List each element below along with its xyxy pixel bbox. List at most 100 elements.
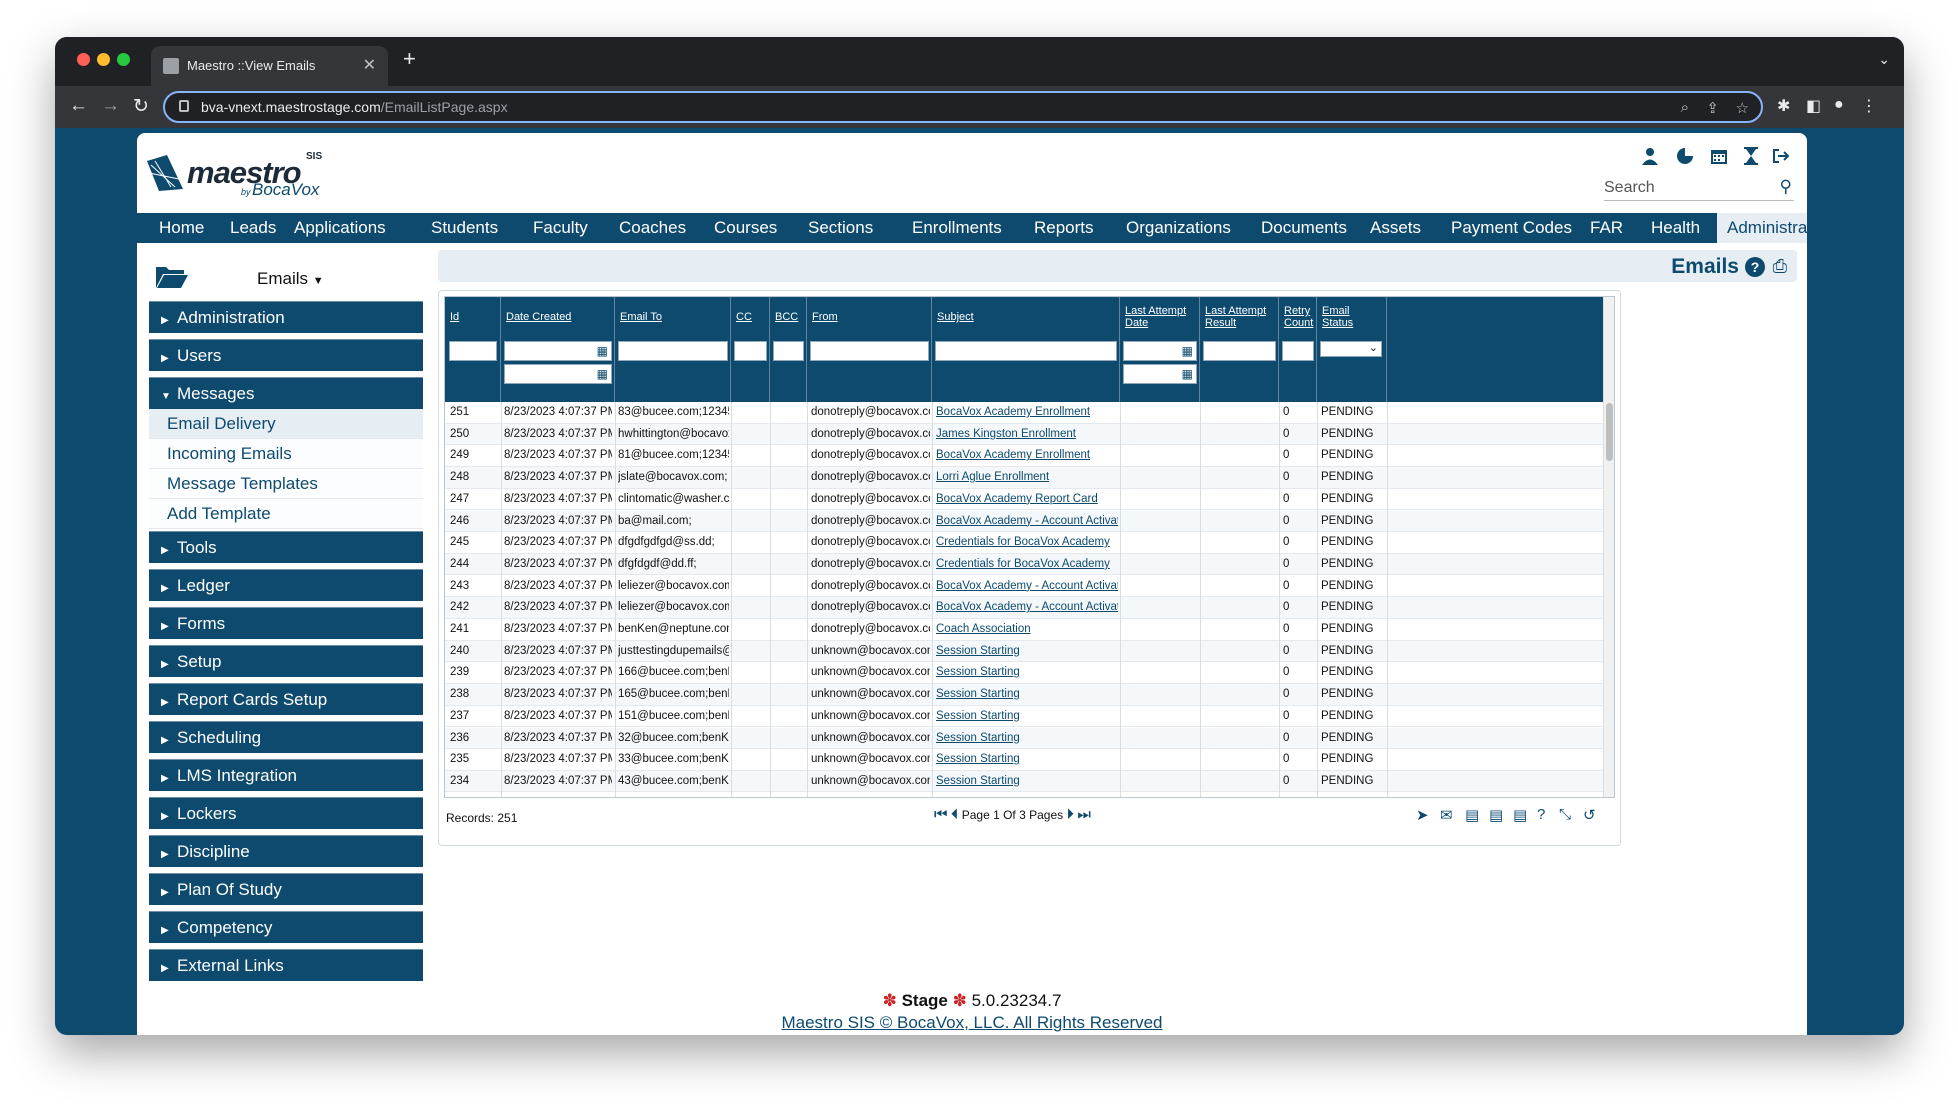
last-page-icon[interactable]: ⏭	[1077, 806, 1091, 823]
extensions-icon[interactable]: ✱	[1777, 98, 1791, 115]
sort-last-attempt-result-link[interactable]: Last Attempt Result	[1205, 305, 1267, 329]
table-row[interactable]: 243 8/23/2023 4:07:37 PM leliezer@bocavox.…	[445, 576, 1605, 598]
sidebar-section-scheduling[interactable]: ▶ Scheduling	[149, 721, 423, 753]
nav-coaches[interactable]: Coaches	[619, 218, 687, 237]
subject-link[interactable]: James Kingston Enrollment	[936, 427, 1076, 440]
nav-enrollments[interactable]: Enrollments	[912, 218, 1002, 237]
table-row[interactable]: 233 8/23/2023 4:07:37 PM 38@bucee.com;benK…	[445, 793, 1605, 798]
subject-link[interactable]: Session Starting	[936, 797, 1118, 798]
browser-tab[interactable]: Maestro ::View Emails ✕	[151, 46, 388, 86]
menu-kebab-icon[interactable]: ⋮	[1861, 98, 1877, 115]
back-icon[interactable]: ←	[69, 95, 88, 116]
nav-leads[interactable]: Leads	[230, 218, 277, 237]
profile-icon[interactable]: ●	[1834, 96, 1844, 113]
collapse-icon[interactable]: ⤡	[1559, 806, 1572, 823]
table-row[interactable]: 244 8/23/2023 4:07:37 PM dfgfdgdf@dd.ff; do…	[445, 553, 1605, 576]
filter-from-input[interactable]	[810, 341, 929, 361]
help-icon[interactable]: ?	[1745, 257, 1765, 277]
export-excel-icon[interactable]: ▤	[1465, 807, 1480, 824]
filter-email-to-input[interactable]	[618, 341, 728, 361]
address-bar[interactable]: bva-vnext.maestrostage.com/EmailListPage…	[163, 91, 1763, 123]
subject-link[interactable]: Session Starting	[936, 666, 1020, 679]
nav-students[interactable]: Students	[431, 218, 499, 237]
maximize-window-button[interactable]	[117, 53, 130, 66]
sort-cc-link[interactable]: CC	[736, 311, 752, 323]
grid-scrollbar[interactable]	[1603, 297, 1614, 797]
table-row[interactable]: 249 8/23/2023 4:07:37 PM 81@bucee.com;1234…	[445, 445, 1605, 467]
nav-documents[interactable]: Documents	[1261, 218, 1347, 237]
filter-cc-input[interactable]	[734, 341, 767, 361]
subject-link[interactable]: Coach Association	[936, 623, 1031, 635]
nav-health[interactable]: Health	[1651, 218, 1701, 237]
sidebar-section-setup[interactable]: ▶ Setup	[149, 645, 423, 677]
sidebar-section-competency[interactable]: ▶ Competency	[149, 911, 423, 943]
calendar-icon[interactable]: ▦	[1181, 344, 1193, 358]
sort-from-link[interactable]: From	[812, 311, 838, 323]
subject-link[interactable]: Session Starting	[936, 709, 1020, 722]
nav-administration[interactable]: Administration	[1717, 213, 1835, 243]
envelope-icon[interactable]: ✉	[1440, 807, 1453, 824]
sidebar-section-messages[interactable]: ▼ Messages	[149, 377, 423, 409]
filter-date-from-input[interactable]: ▦	[504, 341, 612, 361]
calendar-icon[interactable]: ▦	[1181, 367, 1193, 381]
tab-search-icon[interactable]: ⌄	[1878, 51, 1890, 67]
sort-bcc-link[interactable]: BCC	[775, 311, 799, 323]
filter-date-to-input[interactable]: ▦	[504, 364, 612, 384]
filter-attempt-from-input[interactable]: ▦	[1123, 341, 1197, 361]
sidebar-section-tools[interactable]: ▶ Tools	[149, 531, 423, 563]
table-row[interactable]: 239 8/23/2023 4:07:37 PM 166@bucee.com;ben…	[445, 662, 1605, 684]
search-icon[interactable]: ⚲	[1779, 177, 1792, 196]
minimize-window-button[interactable]	[97, 53, 110, 66]
table-row[interactable]: 251 8/23/2023 4:07:37 PM 83@bucee.com;1234…	[445, 402, 1605, 424]
prev-page-icon[interactable]: ⏴	[950, 806, 959, 823]
refresh-icon[interactable]: ↺	[1583, 807, 1596, 824]
export-xml-icon[interactable]: ▤	[1513, 807, 1528, 824]
nav-applications[interactable]: Applications	[294, 218, 386, 237]
help-circle-icon[interactable]: ?	[1537, 806, 1546, 823]
subject-link[interactable]: Session Starting	[936, 644, 1020, 657]
nav-far[interactable]: FAR	[1590, 218, 1624, 237]
share-icon[interactable]: ⇪	[1706, 100, 1719, 117]
sidebar-item-add-template[interactable]: Add Template	[149, 499, 423, 529]
side-panel-icon[interactable]: ◧	[1806, 98, 1822, 115]
sidebar-section-lms-integration[interactable]: ▶ LMS Integration	[149, 759, 423, 791]
subject-link[interactable]: Lorri Aglue Enrollment	[936, 471, 1050, 484]
table-row[interactable]: 236 8/23/2023 4:07:37 PM 32@bucee.com;benK…	[445, 727, 1605, 750]
sidebar-section-external-links[interactable]: ▶ External Links	[149, 949, 423, 981]
subject-link[interactable]: BocaVox Academy Report Card	[936, 492, 1098, 505]
emails-dropdown[interactable]: Emails ▼	[257, 269, 324, 288]
sidebar-item-incoming-emails[interactable]: Incoming Emails	[149, 439, 423, 469]
send-icon[interactable]: ➤	[1416, 807, 1429, 824]
sort-retry-count-link[interactable]: Retry Count	[1284, 305, 1314, 329]
export-csv-icon[interactable]: ▤	[1489, 807, 1504, 824]
pie-chart-icon[interactable]	[1675, 147, 1695, 167]
sidebar-section-report-cards-setup[interactable]: ▶ Report Cards Setup	[149, 683, 423, 715]
subject-link[interactable]: Credentials for BocaVox Academy	[936, 557, 1110, 570]
sidebar-item-email-delivery[interactable]: Email Delivery	[149, 409, 423, 439]
table-row[interactable]: 248 8/23/2023 4:07:37 PM jslate@bocavox.co…	[445, 467, 1605, 489]
filter-retry-count-input[interactable]	[1282, 341, 1314, 361]
sidebar-section-ledger[interactable]: ▶ Ledger	[149, 569, 423, 601]
table-row[interactable]: 246 8/23/2023 4:07:37 PM ba@mail.com; donot…	[445, 510, 1605, 533]
nav-sections[interactable]: Sections	[808, 218, 874, 237]
sidebar-section-forms[interactable]: ▶ Forms	[149, 607, 423, 639]
calendar-icon[interactable]: ▦	[596, 367, 608, 381]
table-row[interactable]: 245 8/23/2023 4:07:37 PM dfgdfgdfgd@ss.dd;…	[445, 532, 1605, 554]
table-row[interactable]: 247 8/23/2023 4:07:37 PM clintomatic@washe…	[445, 489, 1605, 511]
filter-attempt-to-input[interactable]: ▦	[1123, 364, 1197, 384]
sidebar-item-message-templates[interactable]: Message Templates	[149, 469, 423, 499]
print-icon[interactable]: ⎙	[1772, 256, 1787, 276]
sidebar-section-administration[interactable]: ▶ Administration	[149, 301, 423, 333]
zoom-icon[interactable]: ⌕	[1680, 99, 1689, 116]
table-row[interactable]: 238 8/23/2023 4:07:37 PM 165@bucee.com;ben…	[445, 684, 1605, 706]
subject-link[interactable]: Session Starting	[936, 774, 1020, 787]
user-icon[interactable]	[1640, 147, 1660, 167]
nav-organizations[interactable]: Organizations	[1126, 218, 1231, 237]
subject-link[interactable]: BocaVox Academy - Account Activation	[936, 514, 1118, 527]
subject-link[interactable]: Session Starting	[936, 753, 1020, 766]
calendar-icon[interactable]	[1709, 147, 1729, 167]
sidebar-section-lockers[interactable]: ▶ Lockers	[149, 797, 423, 829]
filter-bcc-input[interactable]	[773, 341, 804, 361]
sidebar-section-discipline[interactable]: ▶ Discipline	[149, 835, 423, 867]
subject-link[interactable]: Session Starting	[936, 731, 1020, 744]
